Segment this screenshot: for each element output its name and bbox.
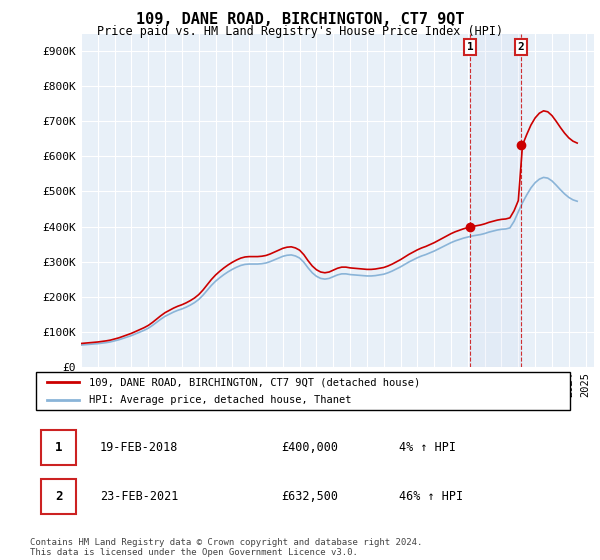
Text: 19-FEB-2018: 19-FEB-2018 bbox=[100, 441, 178, 454]
Text: 1: 1 bbox=[55, 441, 63, 454]
Text: 1: 1 bbox=[467, 42, 473, 52]
Text: 2: 2 bbox=[55, 490, 63, 503]
Text: 23-FEB-2021: 23-FEB-2021 bbox=[100, 490, 178, 503]
Text: HPI: Average price, detached house, Thanet: HPI: Average price, detached house, Than… bbox=[89, 395, 352, 405]
Text: Price paid vs. HM Land Registry's House Price Index (HPI): Price paid vs. HM Land Registry's House … bbox=[97, 25, 503, 38]
FancyBboxPatch shape bbox=[41, 430, 76, 465]
Text: Contains HM Land Registry data © Crown copyright and database right 2024.
This d: Contains HM Land Registry data © Crown c… bbox=[30, 538, 422, 557]
FancyBboxPatch shape bbox=[41, 479, 76, 514]
FancyBboxPatch shape bbox=[36, 372, 570, 410]
Text: 2: 2 bbox=[517, 42, 524, 52]
Text: 46% ↑ HPI: 46% ↑ HPI bbox=[399, 490, 463, 503]
Text: 4% ↑ HPI: 4% ↑ HPI bbox=[399, 441, 456, 454]
Bar bbox=[470, 34, 521, 367]
Text: £632,500: £632,500 bbox=[281, 490, 338, 503]
Text: 109, DANE ROAD, BIRCHINGTON, CT7 9QT: 109, DANE ROAD, BIRCHINGTON, CT7 9QT bbox=[136, 12, 464, 27]
Text: 109, DANE ROAD, BIRCHINGTON, CT7 9QT (detached house): 109, DANE ROAD, BIRCHINGTON, CT7 9QT (de… bbox=[89, 377, 421, 387]
Text: £400,000: £400,000 bbox=[281, 441, 338, 454]
